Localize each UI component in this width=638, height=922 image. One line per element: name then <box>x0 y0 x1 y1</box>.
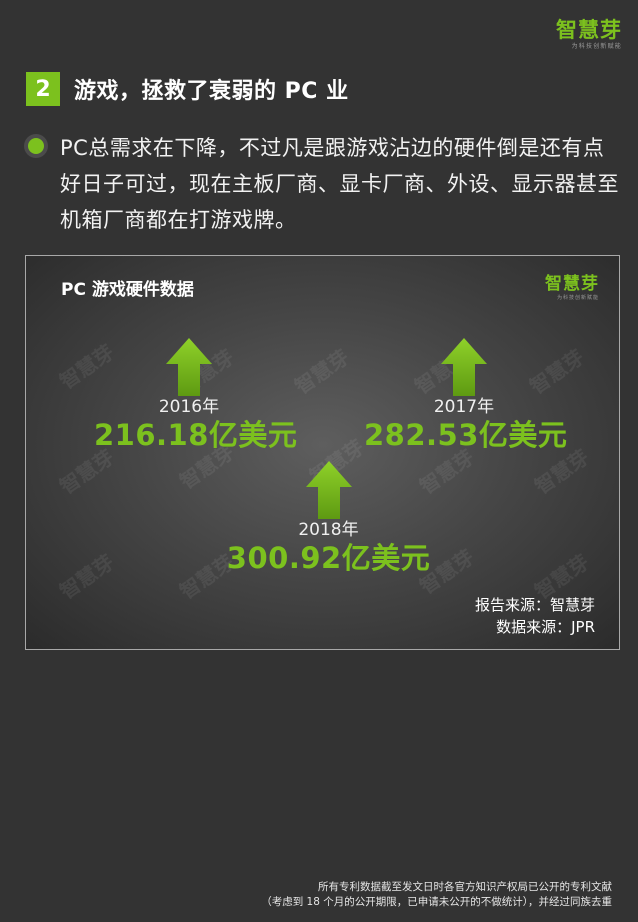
stat-year: 2016年 <box>158 397 220 417</box>
stat-value: 300.92亿美元 <box>226 541 431 575</box>
footer-note: 所有专利数据截至发文日时各官方知识产权局已公开的专利文献 （考虑到 18 个月的… <box>261 880 612 910</box>
up-arrow-icon <box>166 338 212 396</box>
brand-name: 智慧芽 <box>556 18 622 42</box>
stat-value: 282.53亿美元 <box>364 418 568 452</box>
section-number: 2 <box>26 72 60 106</box>
footer-line-1: 所有专利数据截至发文日时各官方知识产权局已公开的专利文献 <box>318 881 612 893</box>
pc-gaming-hardware-panel: 智慧芽 智慧芽 智慧芽 智慧芽 智慧芽 智慧芽 智慧芽 智慧芽 智慧芽 智慧芽 … <box>25 255 620 650</box>
panel-title: PC 游戏硬件数据 <box>61 280 194 300</box>
stat-year: 2018年 <box>298 520 359 540</box>
brand-logo: 智慧芽 为科技创新赋能 <box>556 18 622 51</box>
footer-line-2: （考虑到 18 个月的公开期限，已申请未公开的不做统计），并经过同族去重 <box>261 896 612 908</box>
bullet-paragraph: PC总需求在下降，不过凡是跟游戏沾边的硬件倒是还有点好日子可过，现在主板厂商、显… <box>28 130 620 238</box>
watermark: 智慧芽 <box>290 344 354 399</box>
panel-logo-tagline: 为科技创新赋能 <box>556 295 599 301</box>
up-arrow-icon <box>305 461 352 519</box>
panel-logo: 智慧芽 为科技创新赋能 <box>545 274 599 303</box>
bullet-text: PC总需求在下降，不过凡是跟游戏沾边的硬件倒是还有点好日子可过，现在主板厂商、显… <box>60 136 619 232</box>
data-source: 数据来源：JPR <box>496 618 595 636</box>
stat-2018: 2018年 300.92亿美元 <box>226 461 431 575</box>
brand-tagline: 为科技创新赋能 <box>571 43 622 50</box>
source-notes: 报告来源：智慧芽 数据来源：JPR <box>475 594 595 638</box>
bullet-dot-icon <box>28 138 44 154</box>
section-heading: 2 游戏，拯救了衰弱的 PC 业 <box>26 71 349 107</box>
panel-logo-name: 智慧芽 <box>545 274 599 294</box>
stat-value: 216.18亿美元 <box>94 418 298 452</box>
stat-year: 2017年 <box>433 397 495 417</box>
stat-2017: 2017年 282.53亿美元 <box>364 338 568 452</box>
watermark: 智慧芽 <box>55 549 119 604</box>
section-title: 游戏，拯救了衰弱的 PC 业 <box>74 79 349 104</box>
up-arrow-icon <box>441 338 487 396</box>
stat-2016: 2016年 216.18亿美元 <box>94 338 298 452</box>
report-source: 报告来源：智慧芽 <box>474 596 595 614</box>
